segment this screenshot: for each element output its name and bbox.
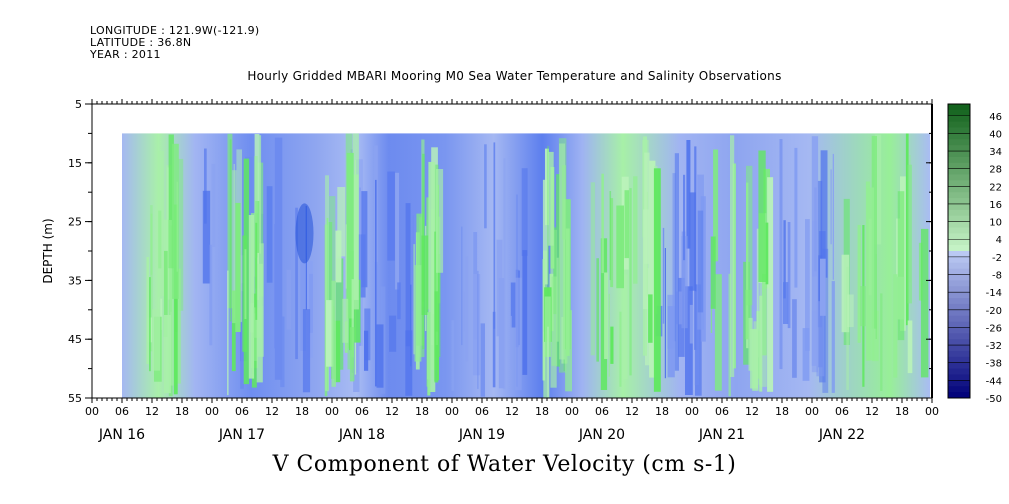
colorbar-label: 22 (989, 182, 1002, 193)
x-tick-label: 00 (565, 405, 579, 418)
x-tick-label: 12 (865, 405, 879, 418)
longitude-label: LONGITUDE : 121.9W(-121.9) (90, 24, 260, 37)
x-tick-label: 00 (805, 405, 819, 418)
colorbar-label: -44 (986, 376, 1002, 387)
chart-title: Hourly Gridded MBARI Mooring M0 Sea Wate… (247, 69, 782, 83)
date-label: JAN 19 (458, 427, 505, 443)
x-tick-label: 00 (685, 405, 699, 418)
colorbar-label: -8 (992, 271, 1002, 282)
y-tick-label: 25 (68, 216, 82, 229)
colorbar-label: -32 (986, 341, 1002, 352)
colorbar-label: 40 (989, 129, 1002, 140)
colorbar-label: -26 (986, 323, 1002, 334)
x-tick-label: 18 (655, 405, 669, 418)
latitude-label: LATITUDE : 36.8N (90, 36, 192, 49)
x-axis: 00 06 12 18 00 06 12 18 00 06 12 18 00 06 12 18 00 06 12 18… (85, 99, 939, 443)
x-tick-label: 18 (775, 405, 789, 418)
y-tick-label: 5 (75, 98, 82, 111)
heatmap-field (122, 133, 930, 398)
x-tick-label: 12 (745, 405, 759, 418)
colorbar-label: 34 (989, 147, 1002, 158)
x-tick-label: 12 (265, 405, 279, 418)
date-label: JAN 18 (338, 427, 385, 443)
date-label: JAN 20 (578, 427, 625, 443)
x-tick-label: 06 (475, 405, 489, 418)
date-label: JAN 22 (818, 427, 865, 443)
y-tick-label: 45 (68, 333, 82, 346)
colorbar-label: -50 (986, 394, 1002, 405)
x-tick-label: 06 (235, 405, 249, 418)
date-label: JAN 17 (218, 427, 265, 443)
x-tick-label: 12 (505, 405, 519, 418)
colorbar-label: -20 (986, 306, 1002, 317)
x-tick-label: 06 (115, 405, 129, 418)
x-tick-label: 12 (145, 405, 159, 418)
colorbar-label: -38 (986, 359, 1002, 370)
y-tick-label: 35 (68, 274, 82, 287)
x-tick-label: 06 (835, 405, 849, 418)
y-tick-label: 55 (68, 392, 82, 405)
year-label: YEAR : 2011 (90, 48, 161, 61)
x-tick-label: 18 (175, 405, 189, 418)
x-tick-label: 18 (535, 405, 549, 418)
date-label: JAN 21 (698, 427, 745, 443)
x-tick-label: 18 (895, 405, 909, 418)
colorbar-label: 4 (996, 235, 1002, 246)
x-tick-label: 00 (205, 405, 219, 418)
y-axis-label: DEPTH (m) (41, 218, 55, 283)
x-tick-label: 12 (385, 405, 399, 418)
x-tick-label: 00 (925, 405, 939, 418)
x-tick-label: 18 (415, 405, 429, 418)
colorbar-label: 16 (989, 200, 1002, 211)
colorbar: 46 40 34 28 22 16 10 4 -2 -8 -14 -20 -26 -32 -38 -44 -50 (947, 103, 1002, 405)
x-tick-label: 06 (355, 405, 369, 418)
x-tick-label: 12 (625, 405, 639, 418)
x-tick-label: 06 (595, 405, 609, 418)
y-axis: 5 15 25 35 45 55 (68, 98, 932, 405)
x-tick-label: 00 (325, 405, 339, 418)
colorbar-label: 10 (989, 218, 1002, 229)
x-axis-label: V Component of Water Velocity (cm s-1) (272, 452, 737, 477)
velocity-minimum-blob (295, 203, 314, 264)
x-tick-label: 00 (445, 405, 459, 418)
colorbar-label: -2 (992, 253, 1002, 264)
date-label: JAN 16 (98, 427, 145, 443)
x-tick-label: 06 (715, 405, 729, 418)
colorbar-label: 46 (989, 112, 1002, 123)
colorbar-label: 28 (989, 165, 1002, 176)
colorbar-label: -14 (986, 288, 1002, 299)
x-tick-label: 00 (85, 405, 99, 418)
x-tick-label: 18 (295, 405, 309, 418)
y-tick-label: 15 (68, 157, 82, 170)
